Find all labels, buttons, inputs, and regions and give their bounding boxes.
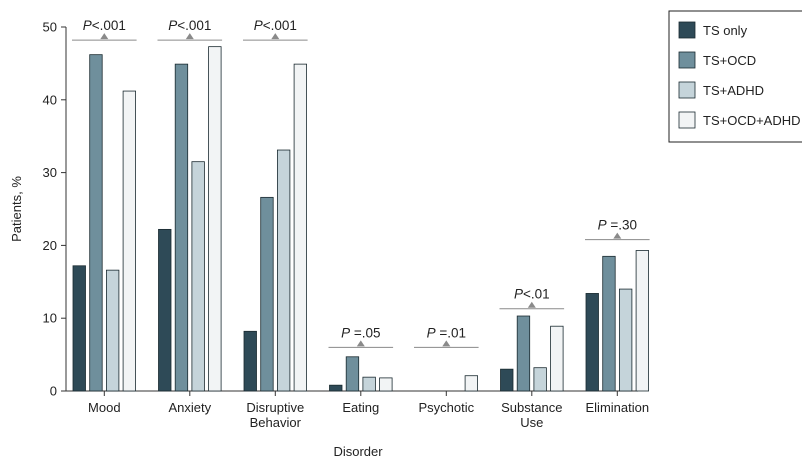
bar <box>158 228 172 392</box>
y-tick-label: 0 <box>50 384 57 399</box>
y-axis: 0 10 20 30 40 50 <box>43 20 67 399</box>
x-tick-label: Mood <box>88 400 121 415</box>
legend-swatch <box>678 21 696 39</box>
p-bracket-marker <box>442 340 451 347</box>
bar <box>362 376 376 392</box>
y-tick-label: 50 <box>43 20 57 35</box>
legend-swatch <box>678 81 696 99</box>
x-tick-label: Disruptive Behavior <box>246 400 304 430</box>
y-tick-label: 20 <box>43 238 57 253</box>
p-value-annotations: P<.001 P<.001 P<.001 P =.05 P =.01 P<.01 P =.3… <box>72 18 650 348</box>
bars <box>72 46 649 392</box>
x-tick-label: Elimination <box>586 400 650 415</box>
bar <box>191 161 205 392</box>
bar <box>174 63 189 392</box>
p-value-label: P<.001 <box>83 18 126 33</box>
bar <box>379 377 393 392</box>
p-bracket-marker <box>100 33 109 40</box>
bar <box>585 293 599 392</box>
bar <box>293 63 308 392</box>
bar <box>635 250 649 392</box>
x-axis: Mood Anxiety Disruptive Behavior Eating Psych… <box>66 390 650 430</box>
x-tick-label: Anxiety <box>168 400 211 415</box>
legend-swatch <box>678 51 696 69</box>
y-tick-label: 10 <box>43 311 57 326</box>
bar <box>500 368 514 392</box>
bar <box>106 269 120 392</box>
bar <box>329 384 343 392</box>
bar <box>464 375 479 392</box>
p-bracket-marker <box>356 340 365 347</box>
legend-label: TS+ADHD <box>703 83 764 98</box>
bar <box>276 149 291 392</box>
x-tick-label: Substance Use <box>501 400 562 430</box>
y-axis-title: Patients, % <box>9 176 24 242</box>
bar <box>345 356 360 392</box>
y-tick-label: 40 <box>43 92 57 107</box>
bar <box>243 330 257 392</box>
bar <box>619 288 633 392</box>
legend-label: TS only <box>703 23 748 38</box>
p-bracket-marker <box>185 33 194 40</box>
legend-label: TS+OCD <box>703 53 756 68</box>
p-value-label: P<.001 <box>168 18 211 33</box>
p-value-label: P =.05 <box>341 325 380 340</box>
x-tick-label: Eating <box>342 400 379 415</box>
bar <box>602 255 616 392</box>
p-bracket-marker <box>527 301 536 308</box>
bar <box>89 54 103 392</box>
bar <box>516 315 531 392</box>
bar <box>550 325 564 392</box>
legend-label: TS+OCD+ADHD <box>703 113 801 128</box>
x-axis-title: Disorder <box>333 444 383 459</box>
bar <box>208 46 222 392</box>
bar <box>260 196 274 392</box>
p-value-label: P<.001 <box>254 18 297 33</box>
p-value-label: P =.01 <box>427 325 466 340</box>
bar <box>122 90 136 392</box>
bar <box>533 367 547 392</box>
p-value-label: P =.30 <box>598 218 637 233</box>
p-bracket-marker <box>271 33 280 40</box>
y-tick-label: 30 <box>43 165 57 180</box>
p-bracket-marker <box>613 232 622 239</box>
legend: TS only TS+OCD TS+ADHD TS+OCD+ADHD <box>668 10 802 143</box>
x-tick-label: Psychotic <box>418 400 474 415</box>
p-value-label: P<.01 <box>514 287 550 302</box>
legend-swatch <box>678 111 696 129</box>
bar <box>72 265 86 392</box>
